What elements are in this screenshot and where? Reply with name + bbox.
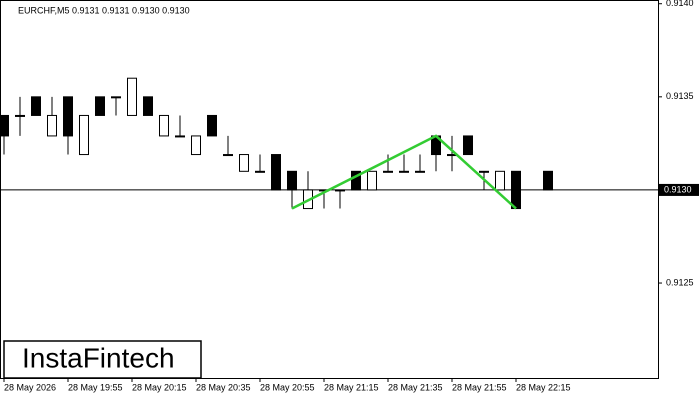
candle-body xyxy=(207,114,217,137)
candle-body xyxy=(463,135,473,156)
candle-body xyxy=(111,96,121,99)
candle-body xyxy=(0,114,9,137)
candle-body xyxy=(351,170,361,191)
x-tick-label: 28 May 21:35 xyxy=(388,382,443,392)
candle-body xyxy=(31,96,41,116)
candle-body xyxy=(127,77,137,116)
current-price-box xyxy=(659,183,699,196)
logo: InstaFintech xyxy=(22,342,175,373)
y-tick-label: 0.9135 xyxy=(666,91,694,101)
candle-body xyxy=(79,114,89,156)
candle-body xyxy=(63,96,73,137)
x-tick-label: 28 May 20:55 xyxy=(260,382,315,392)
candle-body xyxy=(415,170,425,173)
x-tick-label: 28 May 19:55 xyxy=(68,382,123,392)
candle-body xyxy=(95,96,105,116)
candle-body xyxy=(335,189,345,192)
candle-body xyxy=(383,170,393,173)
candle-body xyxy=(223,154,233,157)
x-tick-label: 28 May 21:55 xyxy=(452,382,507,392)
y-tick-label: 0.9125 xyxy=(666,277,694,287)
candle-body xyxy=(367,170,377,191)
candle-body xyxy=(239,154,249,172)
x-tick-label: 28 May 21:15 xyxy=(324,382,379,392)
y-tick-label: 0.9140 xyxy=(666,0,694,8)
candle-body xyxy=(15,114,25,117)
candle-body xyxy=(255,170,265,173)
x-tick-label: 28 May 22:15 xyxy=(516,382,571,392)
x-tick-label: 28 May 2026 xyxy=(4,382,56,392)
candle-body xyxy=(399,170,409,173)
chart-header: EURCHF,M5 0.9131 0.9131 0.9130 0.9130 xyxy=(18,5,190,15)
candle-body xyxy=(287,170,297,191)
candle-body xyxy=(271,154,281,191)
current-price-label: 0.9130 xyxy=(664,184,692,194)
candle-body xyxy=(511,170,521,210)
x-tick-label: 28 May 20:15 xyxy=(132,382,187,392)
candle-body xyxy=(543,170,553,191)
candle-body xyxy=(191,135,201,156)
candle-body xyxy=(143,96,153,116)
candle-body xyxy=(479,170,489,173)
candle-body xyxy=(47,114,57,137)
logo-box xyxy=(3,340,202,379)
candle-body xyxy=(159,114,169,137)
x-tick-label: 28 May 20:35 xyxy=(196,382,251,392)
candle-body xyxy=(175,135,185,138)
candle-body xyxy=(495,170,505,191)
pattern-line xyxy=(291,134,517,210)
